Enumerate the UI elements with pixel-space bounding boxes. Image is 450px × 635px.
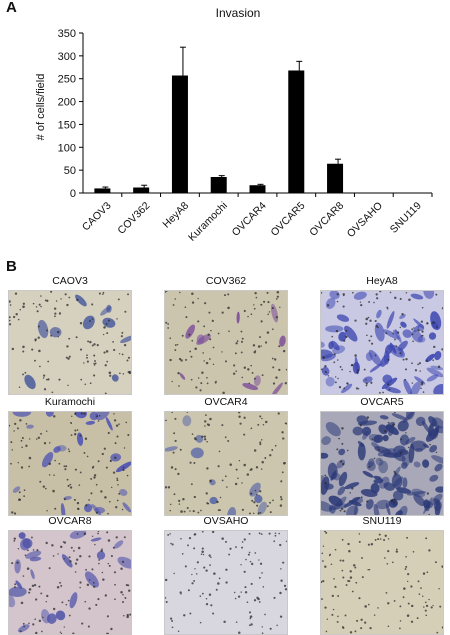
x-tick-label-ovsaho: OVSAHO [345, 200, 385, 240]
y-axis-label: # of cells/field [35, 74, 47, 141]
x-tick-label-heya8: HeyA8 [160, 200, 191, 231]
micrograph-cov362: COV362 [164, 275, 288, 395]
bar-ovcar4 [249, 185, 266, 193]
bar-kuramochi [210, 177, 227, 193]
micrograph-kuramochi: Kuramochi [8, 396, 132, 516]
micrograph-label: Kuramochi [44, 396, 96, 408]
panel-b-label: B [6, 258, 17, 275]
x-tick-label-snu119: SNU119 [388, 200, 424, 236]
micrograph-ovcar5: OVCAR5 [320, 396, 444, 516]
micrograph-image [320, 530, 444, 635]
bar-caov3 [94, 188, 111, 193]
micrograph-image [320, 411, 444, 516]
micrograph-label: HeyA8 [366, 275, 398, 287]
chart-axes: 0 50 100 150 200 250 300 350 [58, 28, 433, 200]
y-tick-label: 350 [58, 28, 76, 40]
x-tick-label-ovcar8: OVCAR8 [307, 200, 346, 239]
micrograph-ovsaho: OVSAHO [164, 515, 288, 635]
y-tick-label: 50 [64, 165, 76, 177]
y-tick-label: 250 [58, 74, 76, 86]
micrograph-label: COV362 [205, 275, 247, 287]
x-tick-label-ovcar5: OVCAR5 [268, 200, 307, 239]
x-tick-label-ovcar4: OVCAR4 [230, 200, 269, 239]
bar-ovcar8 [327, 163, 344, 193]
micrograph-label: OVSAHO [203, 515, 249, 527]
bar-heya8 [171, 75, 188, 193]
x-tick-label-caov3: CAOV3 [80, 200, 114, 234]
micrograph-image [8, 411, 132, 516]
y-tick-label: 300 [58, 51, 76, 63]
micrograph-snu119: SNU119 [320, 515, 444, 635]
micrograph-ovcar4: OVCAR4 [164, 396, 288, 516]
chart-bars [94, 46, 344, 193]
y-tick-label: 200 [58, 97, 76, 109]
chart-title: Invasion [216, 6, 261, 20]
y-tick-label: 150 [58, 119, 76, 131]
micrograph-label: CAOV3 [52, 275, 88, 287]
micrograph-label: SNU119 [362, 515, 402, 527]
micrograph-image [164, 290, 288, 395]
micrograph-label: OVCAR8 [48, 515, 92, 527]
micrograph-image [320, 290, 444, 395]
micrograph-image [8, 290, 132, 395]
bar-ovcar5 [288, 70, 305, 193]
x-tick-label-cov362: COV362 [115, 200, 152, 237]
x-tick-label-kuramochi: Kuramochi [186, 200, 230, 244]
micrograph-label: OVCAR5 [360, 396, 404, 408]
micrograph-caov3: CAOV3 [8, 275, 132, 395]
panel-a-label: A [6, 0, 17, 16]
y-tick-label: 0 [70, 188, 76, 200]
micrograph-image [164, 411, 288, 516]
y-tick-label: 100 [58, 142, 76, 154]
micrograph-image [8, 530, 132, 635]
micrograph-ovcar8: OVCAR8 [8, 515, 132, 635]
micrograph-image [164, 530, 288, 635]
micrograph-label: OVCAR4 [204, 396, 248, 408]
bar-cov362 [133, 187, 150, 193]
micrograph-heya8: HeyA8 [320, 275, 444, 395]
invasion-bar-chart: Invasion # of cells/field 0 50 100 150 200 25… [35, 6, 433, 244]
